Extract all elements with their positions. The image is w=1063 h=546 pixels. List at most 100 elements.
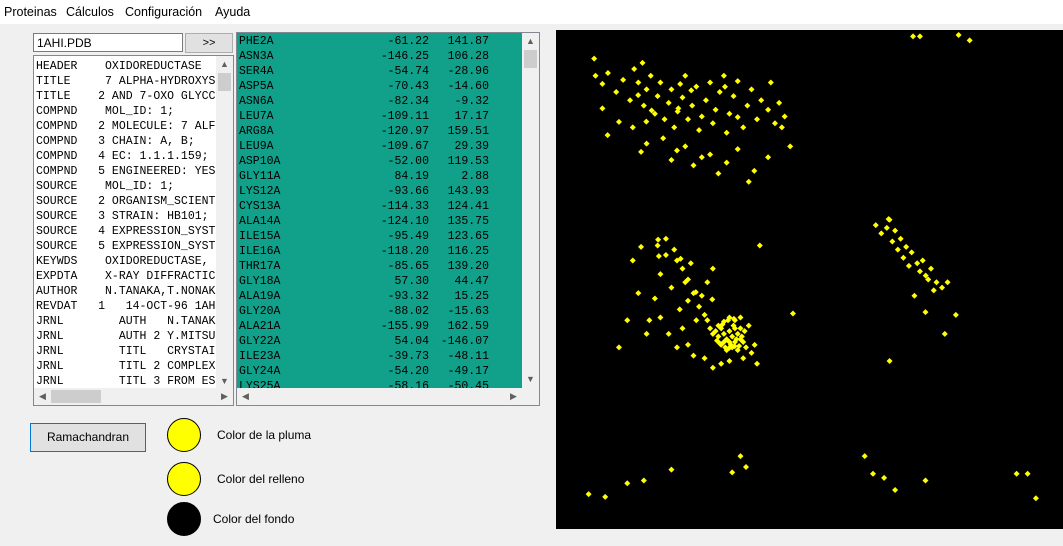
data-point	[643, 140, 650, 147]
header-horizontal-scrollbar[interactable]: ◀ ▶	[34, 388, 233, 405]
scroll-right-icon[interactable]: ▶	[510, 391, 517, 401]
angle-row[interactable]: ARG8A -120.97 159.51	[239, 124, 519, 139]
scroll-thumb[interactable]	[524, 50, 537, 68]
residue-name: PHE2A	[239, 35, 274, 48]
angle-row[interactable]: ILE15A -95.49 123.65	[239, 229, 519, 244]
angle-row[interactable]: GLY22A 54.04 -146.07	[239, 334, 519, 349]
menu-bar: Proteinas Cálculos Configuración Ayuda	[0, 0, 1063, 24]
psi-value: 17.17	[454, 110, 489, 123]
angle-row[interactable]: GLY18A 57.30 44.47	[239, 274, 519, 289]
data-point	[718, 360, 725, 367]
data-point	[927, 265, 934, 272]
angle-row[interactable]: PHE2A -61.22 141.87	[239, 34, 519, 49]
data-point	[693, 83, 700, 90]
scroll-right-icon[interactable]: ▶	[221, 391, 228, 401]
angle-row[interactable]: ILE16A -118.20 116.25	[239, 244, 519, 259]
data-point	[673, 257, 680, 264]
load-file-button[interactable]: >>	[185, 33, 233, 53]
phi-value: -52.00	[387, 155, 429, 168]
angle-row[interactable]: ASN3A -146.25 106.28	[239, 49, 519, 64]
data-point	[1013, 470, 1020, 477]
angle-row[interactable]: SER4A -54.74 -28.96	[239, 64, 519, 79]
header-line: COMPND MOL_ID: 1;	[36, 105, 175, 118]
data-point	[651, 110, 658, 117]
data-point	[730, 93, 737, 100]
header-line: HEADER OXIDOREDUCTASE	[36, 60, 202, 73]
angle-row[interactable]: ILE23A -39.73 -48.11	[239, 349, 519, 364]
data-point	[655, 236, 662, 243]
angle-row[interactable]: THR17A -85.65 139.20	[239, 259, 519, 274]
data-point	[655, 253, 662, 260]
scroll-left-icon[interactable]: ◀	[39, 391, 46, 401]
angle-row[interactable]: GLY11A 84.19 2.88	[239, 169, 519, 184]
angle-row[interactable]: LEU7A -109.11 17.17	[239, 109, 519, 124]
header-line: COMPND 5 ENGINEERED: YES	[36, 165, 216, 178]
angle-row[interactable]: ASN6A -82.34 -9.32	[239, 94, 519, 109]
scroll-down-icon[interactable]: ▼	[526, 374, 535, 384]
ramachandran-button[interactable]: Ramachandran	[30, 423, 146, 452]
pen-color-swatch[interactable]	[167, 418, 201, 452]
data-point	[910, 33, 917, 40]
angle-row[interactable]: CYS13A -114.33 124.41	[239, 199, 519, 214]
angle-row[interactable]: LYS25A -58.16 -50.45	[239, 379, 519, 388]
header-vertical-scrollbar[interactable]: ▲ ▼	[216, 56, 233, 390]
header-line: COMPND 3 CHAIN: A, B;	[36, 135, 195, 148]
menu-calculos[interactable]: Cálculos	[66, 5, 114, 19]
pdb-file-field[interactable]: 1AHI.PDB	[33, 33, 183, 52]
residue-name: LYS25A	[239, 380, 281, 388]
angle-row[interactable]: ALA19A -93.32 15.25	[239, 289, 519, 304]
data-point	[754, 360, 761, 367]
data-point	[900, 254, 907, 261]
data-point	[734, 78, 741, 85]
data-point	[733, 336, 740, 343]
data-point	[709, 296, 716, 303]
scroll-thumb[interactable]	[218, 73, 231, 91]
data-point	[657, 314, 664, 321]
data-point	[922, 309, 929, 316]
angle-row[interactable]: ALA14A -124.10 135.75	[239, 214, 519, 229]
header-line: JRNL AUTH N.TANAK	[36, 315, 216, 328]
data-point	[922, 477, 929, 484]
angle-row[interactable]: GLY24A -54.20 -49.17	[239, 364, 519, 379]
menu-ayuda[interactable]: Ayuda	[215, 5, 251, 19]
scroll-down-icon[interactable]: ▼	[220, 376, 229, 386]
data-point	[602, 493, 609, 500]
data-point	[897, 235, 904, 242]
residue-name: ALA14A	[239, 215, 281, 228]
data-point	[925, 276, 932, 283]
residue-name: GLY20A	[239, 305, 281, 318]
angle-row[interactable]: ASP10A -52.00 119.53	[239, 154, 519, 169]
angle-row[interactable]: LEU9A -109.67 29.39	[239, 139, 519, 154]
scroll-left-icon[interactable]: ◀	[242, 391, 249, 401]
angle-row[interactable]: GLY20A -88.02 -15.63	[239, 304, 519, 319]
angles-horizontal-scrollbar[interactable]: ◀ ▶	[237, 388, 539, 405]
data-point	[789, 310, 796, 317]
scroll-up-icon[interactable]: ▲	[220, 59, 229, 69]
menu-configuracion[interactable]: Configuración	[125, 5, 203, 19]
data-point	[709, 120, 716, 127]
angles-vertical-scrollbar[interactable]: ▲ ▼	[522, 33, 539, 388]
psi-value: 143.93	[447, 185, 489, 198]
pdb-header-textbox[interactable]: HEADER OXIDOREDUCTASE TITLE 7 ALPHA-HYDRO…	[33, 55, 234, 406]
data-point	[698, 154, 705, 161]
phi-value: -120.97	[380, 125, 429, 138]
data-point	[726, 338, 733, 345]
menu-proteinas[interactable]: Proteinas	[4, 5, 57, 19]
data-point	[657, 271, 664, 278]
angle-row[interactable]: ALA21A -155.99 162.59	[239, 319, 519, 334]
angle-row[interactable]: ASP5A -70.43 -14.60	[239, 79, 519, 94]
scroll-up-icon[interactable]: ▲	[526, 36, 535, 46]
data-point	[679, 265, 686, 272]
header-line: SOURCE 5 EXPRESSION_SYST	[36, 240, 216, 253]
data-point	[944, 279, 951, 286]
data-point	[883, 224, 890, 231]
dihedral-angles-listbox[interactable]: PHE2A -61.22 141.87 ASN3A -146.25 106.28 SER4A…	[236, 32, 540, 406]
scroll-thumb-horizontal[interactable]	[51, 390, 101, 403]
data-point	[668, 156, 675, 163]
data-point	[591, 55, 598, 62]
background-color-swatch[interactable]	[167, 502, 201, 536]
data-point	[673, 344, 680, 351]
fill-color-swatch[interactable]	[167, 462, 201, 496]
angle-row[interactable]: LYS12A -93.66 143.93	[239, 184, 519, 199]
data-point	[720, 330, 727, 337]
